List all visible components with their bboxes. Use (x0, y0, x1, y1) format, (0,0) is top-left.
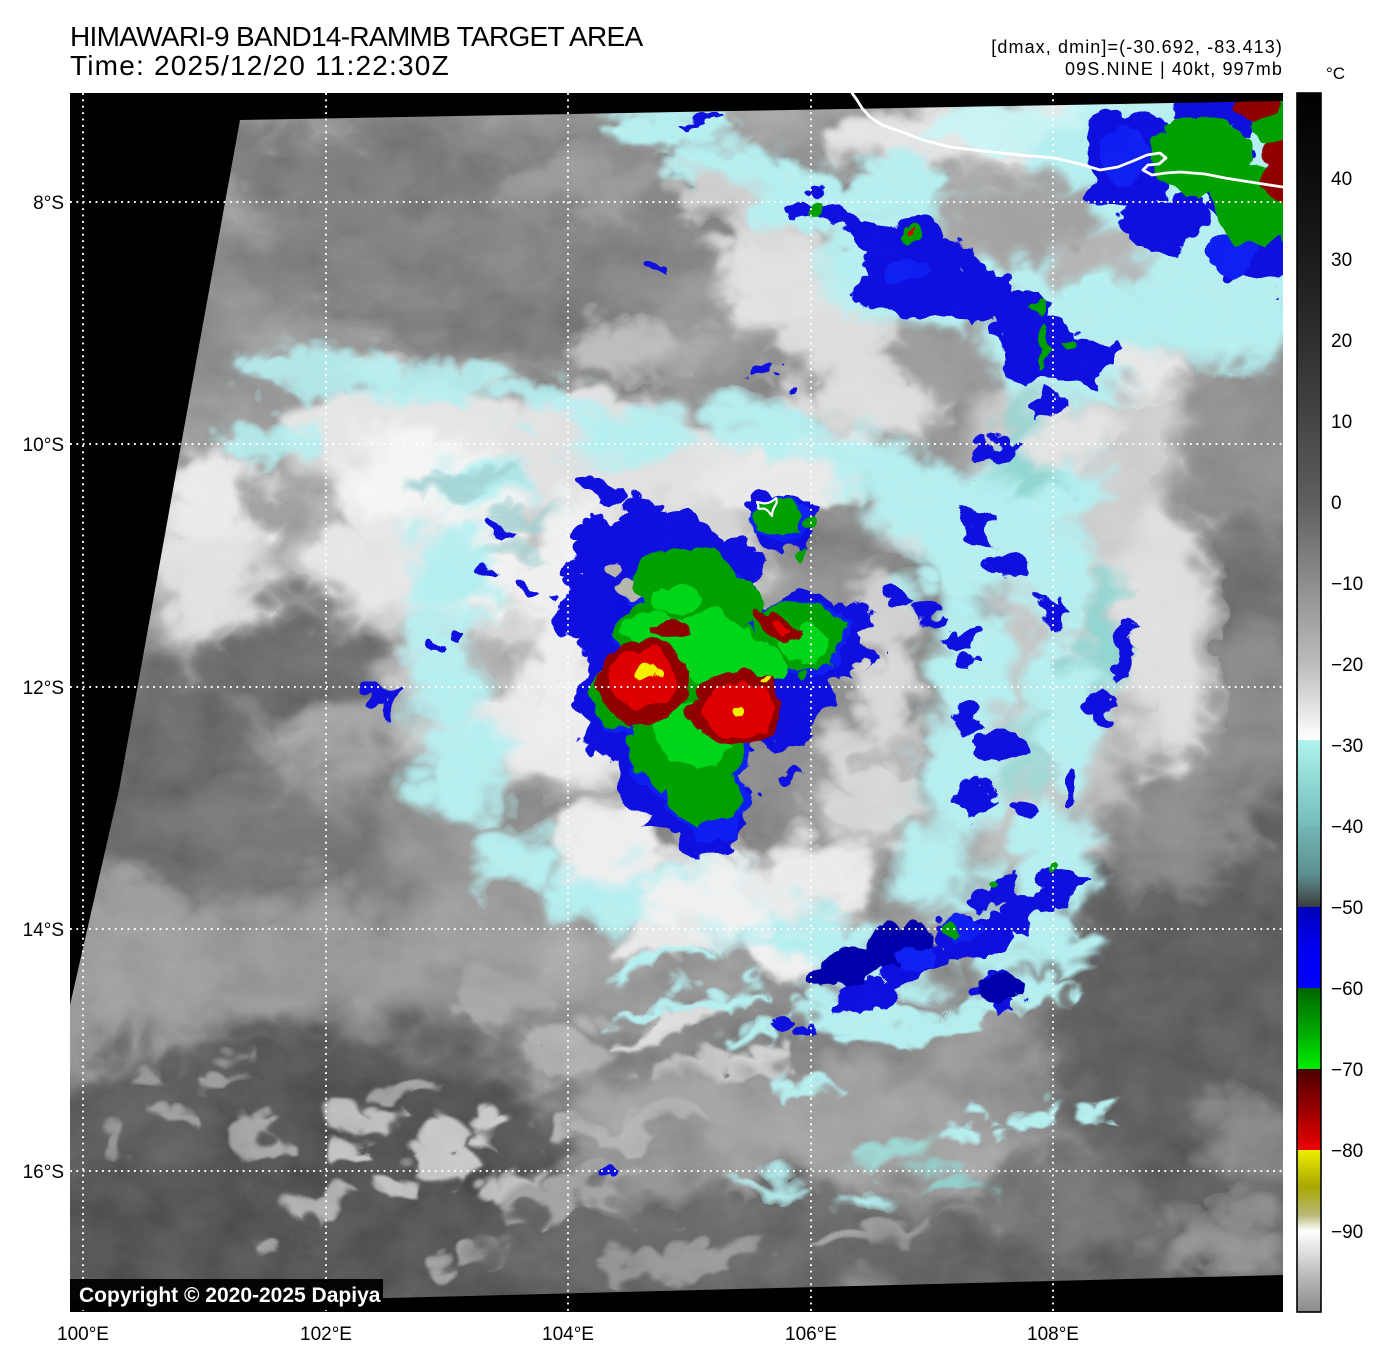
svg-text:30: 30 (1331, 250, 1352, 271)
svg-text:12°S: 12°S (23, 678, 64, 699)
svg-text:102°E: 102°E (300, 1324, 352, 1345)
svg-text:−20: −20 (1331, 655, 1363, 676)
svg-text:106°E: 106°E (785, 1324, 837, 1345)
svg-text:09S.NINE | 40kt, 997mb: 09S.NINE | 40kt, 997mb (1065, 59, 1283, 79)
svg-text:14°S: 14°S (23, 920, 64, 941)
svg-text:10: 10 (1331, 412, 1352, 433)
svg-text:20: 20 (1331, 331, 1352, 352)
svg-text:104°E: 104°E (542, 1324, 594, 1345)
svg-text:40: 40 (1331, 169, 1352, 190)
svg-text:8°S: 8°S (33, 193, 64, 214)
svg-text:Time: 2025/12/20 11:22:30Z: Time: 2025/12/20 11:22:30Z (70, 50, 450, 81)
svg-text:−40: −40 (1331, 817, 1363, 838)
svg-text:−30: −30 (1331, 736, 1363, 757)
svg-text:108°E: 108°E (1027, 1324, 1079, 1345)
svg-text:−70: −70 (1331, 1060, 1363, 1081)
svg-text:−90: −90 (1331, 1222, 1363, 1243)
svg-text:100°E: 100°E (57, 1324, 109, 1345)
svg-text:0: 0 (1331, 493, 1342, 514)
svg-text:°C: °C (1326, 64, 1345, 83)
svg-text:16°S: 16°S (23, 1162, 64, 1183)
svg-text:Copyright © 2020-2025 Dapiya: Copyright © 2020-2025 Dapiya (79, 1284, 381, 1307)
svg-text:−10: −10 (1331, 574, 1363, 595)
svg-text:−50: −50 (1331, 898, 1363, 919)
svg-text:10°S: 10°S (23, 435, 64, 456)
svg-text:−60: −60 (1331, 979, 1363, 1000)
svg-text:HIMAWARI-9 BAND14-RAMMB TARGET: HIMAWARI-9 BAND14-RAMMB TARGET AREA (70, 21, 643, 52)
svg-text:−80: −80 (1331, 1141, 1363, 1162)
svg-text:[dmax, dmin]=(-30.692, -83.413: [dmax, dmin]=(-30.692, -83.413) (991, 37, 1283, 57)
